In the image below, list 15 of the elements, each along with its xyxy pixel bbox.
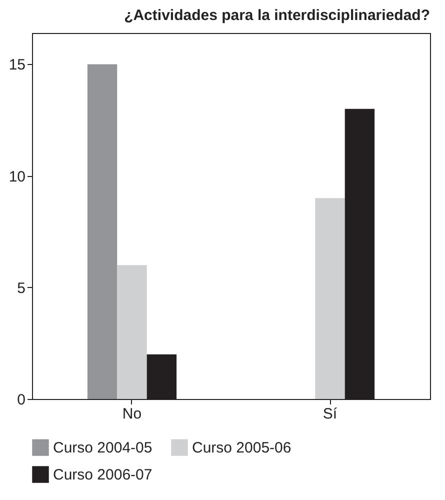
y-tick-label: 10 <box>8 168 26 186</box>
bar <box>344 108 375 399</box>
y-tick-label: 5 <box>17 280 26 297</box>
bar <box>146 354 177 399</box>
legend-label: Curso 2004-05 <box>53 440 152 457</box>
bar <box>315 198 345 399</box>
x-tick-label: No <box>122 406 142 422</box>
legend-label: Curso 2006-07 <box>53 466 152 484</box>
y-tick-label: 15 <box>8 56 26 74</box>
legend-label: Curso 2005-06 <box>192 440 292 457</box>
x-tick-label: Sí <box>322 406 338 422</box>
y-tick-label: 0 <box>17 392 26 408</box>
bar <box>117 265 147 399</box>
chart-title: ¿Actividades para la interdisciplinariedad? <box>124 7 430 24</box>
bar <box>87 64 118 399</box>
